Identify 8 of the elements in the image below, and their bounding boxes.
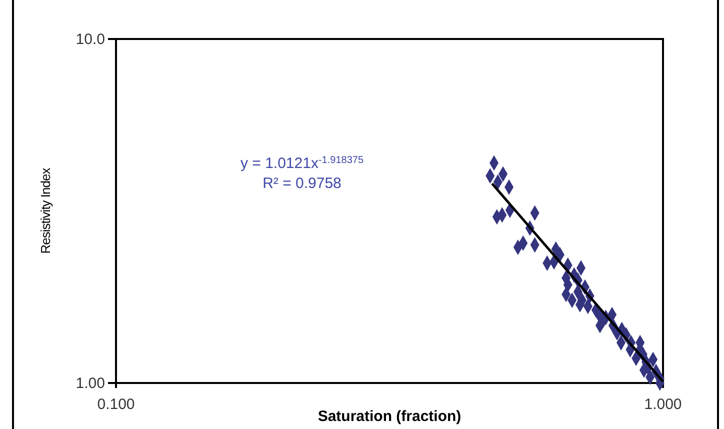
x-tick-label: 0.100 [97,396,135,413]
y-axis-title: Resistivity Index [38,167,53,254]
annotation: R² = 0.9758 [262,175,342,192]
y-tick-label: 1.00 [76,374,105,392]
x-axis-title: Saturation (fraction) [318,408,462,425]
x-tick-label: 1.000 [644,396,682,413]
annotation: y = 1.0121x$^{-1.918375}$ [240,154,364,172]
y-tick-label: 10.0 [76,30,105,48]
